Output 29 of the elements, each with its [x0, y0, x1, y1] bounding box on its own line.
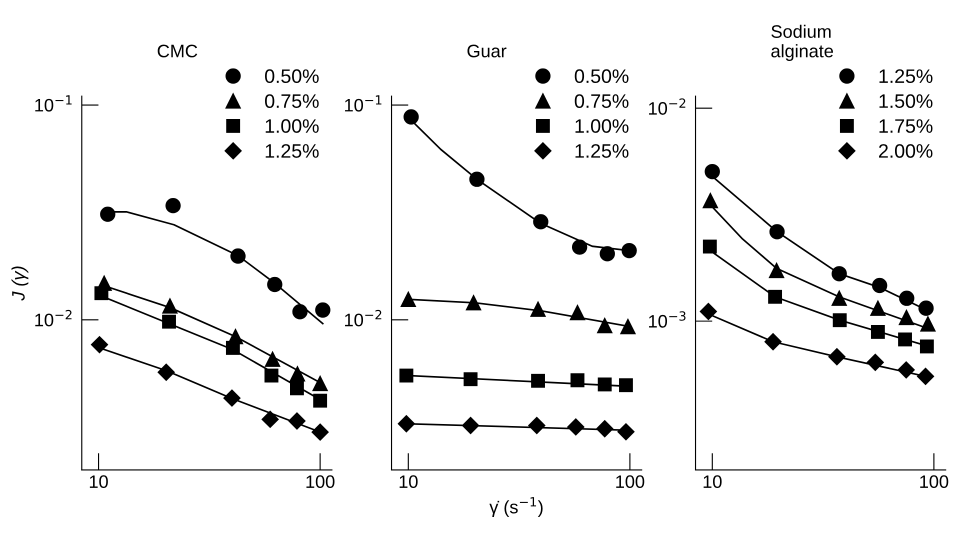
legend-label: 1.25% [266, 144, 319, 158]
y-tick-label: 10$^{−2}$ [345, 310, 382, 326]
legend-label: 1.75% [880, 119, 932, 133]
legend-label: 1.25% [576, 144, 628, 158]
x-tick-label: 10 [90, 475, 108, 488]
x-tick-label: 10 [704, 475, 722, 488]
x-tick-label: 100 [306, 475, 334, 488]
legend-label: 1.00% [266, 119, 319, 133]
y-tick-label: 10$^{−3}$ [649, 311, 686, 328]
legend-label: 2.00% [878, 144, 932, 158]
chart-title: CMC [158, 44, 198, 58]
legend-label: 0.75% [574, 94, 628, 108]
y-tick-label: 10$^{−1}$ [35, 95, 72, 112]
x-tick-label: 100 [616, 475, 644, 488]
y-tick-label: 10$^{−2}$ [649, 98, 686, 115]
legend-label: 0.75% [265, 94, 319, 108]
legend-label: 1.00% [576, 119, 628, 133]
y-axis-title: J (γ) [12, 266, 28, 301]
legend-label: 0.50% [265, 69, 319, 84]
x-tick-label: 100 [920, 475, 948, 488]
chart-title: Sodium alginate [771, 24, 834, 61]
legend-label: 1.25% [880, 69, 932, 84]
x-axis-title: γ̇ (s$^{−1}$) [489, 497, 543, 518]
chart-title: Guar [467, 44, 506, 58]
y-tick-label: 10$^{−2}$ [35, 310, 72, 326]
x-tick-label: 10 [400, 475, 418, 488]
legend-label: 0.50% [574, 69, 628, 84]
legend-label: 1.50% [880, 94, 932, 108]
y-tick-label: 10$^{−1}$ [345, 95, 382, 112]
